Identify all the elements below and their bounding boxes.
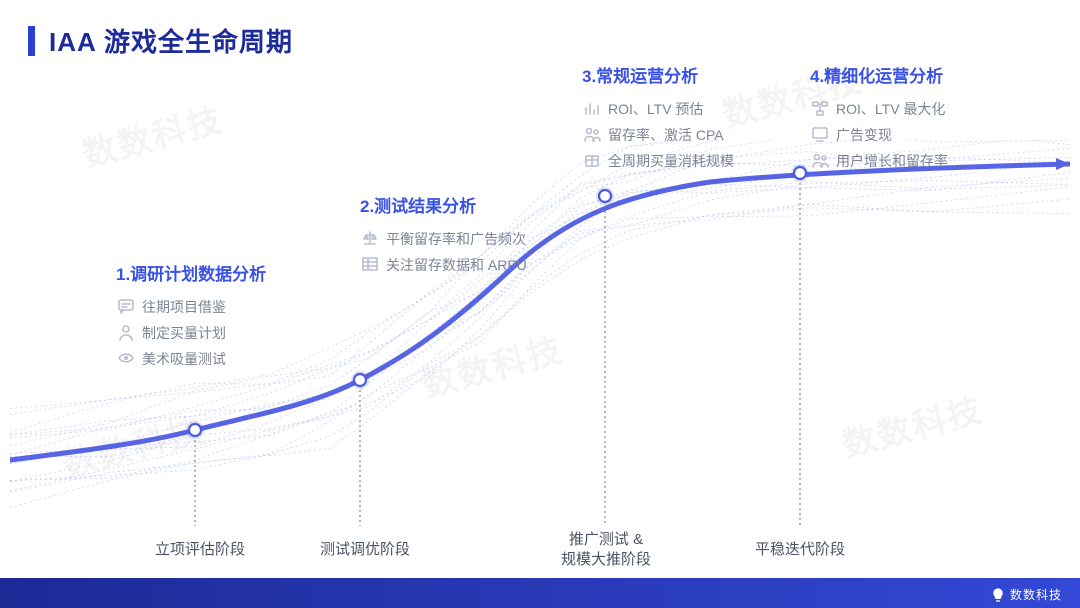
slide-title: IAA 游戏全生命周期	[28, 22, 293, 59]
stage-item-text: 关注留存数据和 ARPU	[386, 255, 527, 275]
stage-item: 往期项目借鉴	[116, 297, 346, 317]
stage-block-1: 1.调研计划数据分析往期项目借鉴制定买量计划美术吸量测试	[116, 260, 346, 375]
screen-icon	[810, 125, 830, 143]
stage-item-text: 平衡留存率和广告频次	[386, 229, 526, 249]
stage-item-text: ROI、LTV 最大化	[836, 99, 945, 119]
title-accent-bar	[28, 26, 35, 56]
stage-title: 1.调研计划数据分析	[116, 260, 346, 285]
people-icon	[810, 151, 830, 169]
x-axis-label: 平稳迭代阶段	[755, 540, 845, 560]
stage-item: 留存率、激活 CPA	[582, 125, 812, 145]
stage-title: 4.精细化运营分析	[810, 62, 1040, 87]
marker-dot	[189, 424, 201, 436]
marker-dot	[354, 374, 366, 386]
brand-logo-icon	[990, 587, 1006, 603]
people-icon	[582, 125, 602, 143]
bars-icon	[582, 99, 602, 117]
stage-item-text: 用户增长和留存率	[836, 151, 948, 171]
balance-icon	[360, 229, 380, 247]
stage-title: 2.测试结果分析	[360, 192, 590, 217]
stage-item: ROI、LTV 最大化	[810, 99, 1040, 119]
stage-item: 美术吸量测试	[116, 349, 346, 369]
stage-item: 关注留存数据和 ARPU	[360, 255, 590, 275]
stage-item: ROI、LTV 预估	[582, 99, 812, 119]
chat-icon	[116, 297, 136, 315]
stage-item-text: 留存率、激活 CPA	[608, 125, 724, 145]
stage-title: 3.常规运营分析	[582, 62, 812, 87]
eye-icon	[116, 349, 136, 367]
user-icon	[116, 323, 136, 341]
stage-item-text: 美术吸量测试	[142, 349, 226, 369]
footer-brand-text: 数数科技	[1010, 586, 1062, 603]
stage-block-3: 3.常规运营分析 ROI、LTV 预估留存率、激活 CPA 全周期买量消耗规模	[582, 62, 812, 177]
footer-brand: 数数科技	[990, 586, 1062, 603]
stage-item: 制定买量计划	[116, 323, 346, 343]
flow-icon	[810, 99, 830, 117]
stage-item-text: 往期项目借鉴	[142, 297, 226, 317]
marker-dot	[599, 190, 611, 202]
stage-block-2: 2.测试结果分析平衡留存率和广告频次关注留存数据和 ARPU	[360, 192, 590, 281]
x-axis-label: 测试调优阶段	[320, 540, 410, 560]
title-text: IAA 游戏全生命周期	[49, 22, 293, 59]
stage-item: 广告变现	[810, 125, 1040, 145]
stage-item-text: 制定买量计划	[142, 323, 226, 343]
stage-item-text: ROI、LTV 预估	[608, 99, 703, 119]
curve-arrow-icon	[1056, 158, 1070, 170]
stage-item: 全周期买量消耗规模	[582, 151, 812, 171]
stage-item: 平衡留存率和广告频次	[360, 229, 590, 249]
slide-root: 数数科技数数科技数数科技数数科技数数科技 IAA 游戏全生命周期 1.调研计划数…	[0, 0, 1080, 608]
table-icon	[360, 255, 380, 273]
stage-item-text: 全周期买量消耗规模	[608, 151, 734, 171]
box-icon	[582, 151, 602, 169]
x-axis-label: 立项评估阶段	[155, 540, 245, 560]
stage-item-text: 广告变现	[836, 125, 892, 145]
footer-bar: 数数科技	[0, 578, 1080, 608]
stage-item: 用户增长和留存率	[810, 151, 1040, 171]
x-axis-label: 推广测试 &规模大推阶段	[561, 530, 651, 570]
stage-block-4: 4.精细化运营分析 ROI、LTV 最大化广告变现用户增长和留存率	[810, 62, 1040, 177]
